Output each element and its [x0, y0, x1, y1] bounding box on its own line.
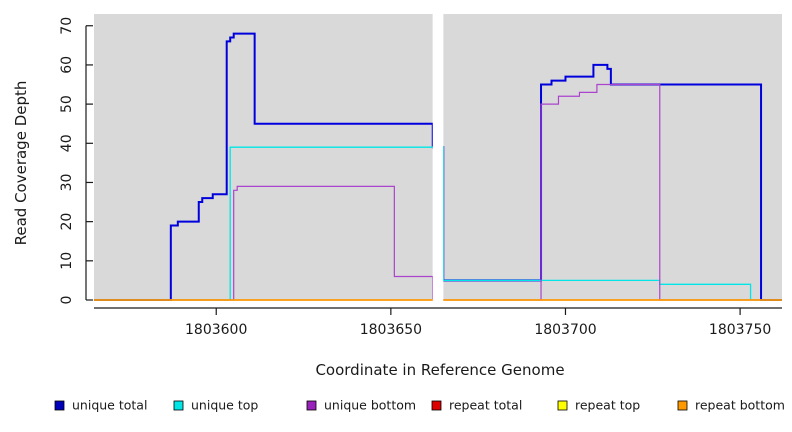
- y-tick-label: 50: [59, 95, 75, 113]
- coverage-gap-mask: [432, 13, 444, 301]
- x-tick-label: 1803750: [709, 322, 771, 338]
- x-tick-label: 1803650: [360, 322, 422, 338]
- legend-label-unique-bottom: unique bottom: [324, 398, 416, 413]
- legend-item-unique-top[interactable]: unique top: [173, 398, 258, 413]
- x-tick-label: 1803600: [185, 322, 247, 338]
- y-tick-label: 70: [59, 17, 75, 35]
- panel-background-left: [94, 14, 433, 300]
- y-tick-label: 60: [59, 56, 75, 74]
- x-axis-title: Coordinate in Reference Genome: [315, 361, 564, 379]
- axes-group: [85, 25, 782, 315]
- legend-item-unique-total[interactable]: unique total: [54, 398, 147, 413]
- legend-swatch-repeat-total: [431, 400, 442, 411]
- y-tick-label: 30: [59, 174, 75, 192]
- legend-label-unique-total: unique total: [72, 398, 147, 413]
- y-tick-label: 0: [59, 296, 75, 305]
- legend-label-repeat-bottom: repeat bottom: [695, 398, 785, 413]
- legend-swatch-unique-total: [54, 400, 65, 411]
- legend: unique total unique top unique bottom repea…: [54, 398, 785, 413]
- tick-labels-group: 0 10 20 30 40 50 60 70 1803600 1803650 1803700 1803…: [59, 17, 771, 338]
- series-group: [94, 13, 782, 301]
- legend-item-unique-bottom[interactable]: unique bottom: [306, 398, 416, 413]
- legend-swatch-unique-top: [173, 400, 184, 411]
- legend-swatch-unique-bottom: [306, 400, 317, 411]
- y-axis-title: Read Coverage Depth: [12, 81, 30, 246]
- legend-item-repeat-total[interactable]: repeat total: [431, 398, 522, 413]
- legend-swatch-repeat-top: [557, 400, 568, 411]
- legend-item-repeat-top[interactable]: repeat top: [557, 398, 640, 413]
- legend-label-repeat-top: repeat top: [575, 398, 640, 413]
- legend-label-unique-top: unique top: [191, 398, 258, 413]
- plot-panel-background: [94, 14, 782, 300]
- legend-label-repeat-total: repeat total: [449, 398, 522, 413]
- legend-swatch-repeat-bottom: [677, 400, 688, 411]
- y-tick-label: 20: [59, 213, 75, 231]
- series-line-unique-top: [94, 146, 782, 301]
- series-line-unique-total: [94, 32, 782, 301]
- panel-background-right: [443, 14, 782, 300]
- legend-item-repeat-bottom[interactable]: repeat bottom: [677, 398, 785, 413]
- y-tick-label: 40: [59, 134, 75, 152]
- x-tick-label: 1803700: [534, 322, 596, 338]
- y-tick-label: 10: [59, 252, 75, 270]
